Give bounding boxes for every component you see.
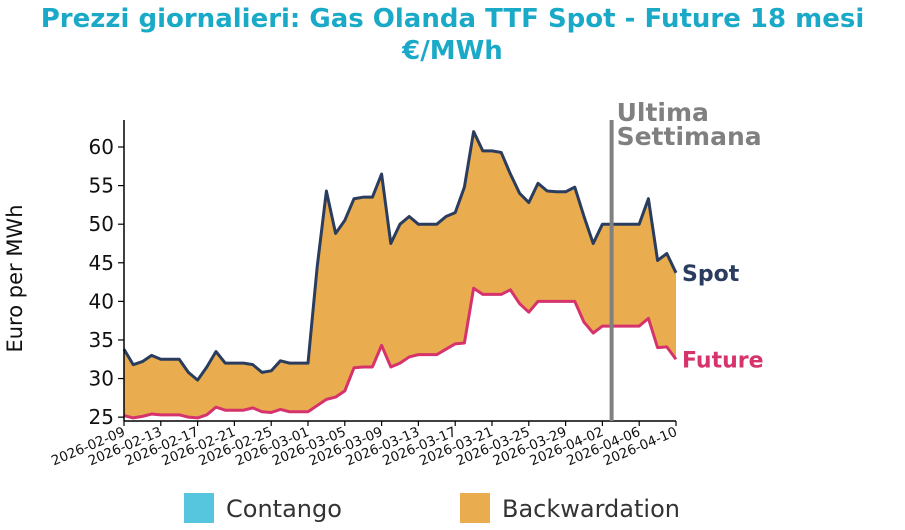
series-label-future: Future <box>682 348 764 373</box>
y-tick-label: 40 <box>89 289 114 313</box>
series-label-spot: Spot <box>682 262 740 287</box>
series-line-spot <box>122 130 678 382</box>
series-line-future <box>123 286 678 420</box>
annotation-label-line2: Settimana <box>617 122 762 151</box>
area-layer <box>124 131 676 418</box>
y-tick-label: 60 <box>89 135 114 159</box>
y-tick-label: 55 <box>89 174 114 198</box>
chart-title-line2: €/MWh <box>402 36 503 66</box>
y-tick-label: 50 <box>89 212 114 236</box>
legend-label-contango: Contango <box>226 495 342 523</box>
legend-swatch-contango <box>184 493 214 523</box>
legend: Contango Backwardation <box>184 493 680 523</box>
y-tick-label: 35 <box>89 328 114 352</box>
y-tick-label: 25 <box>89 405 114 429</box>
annotation-label-line1: Ultima <box>617 98 709 127</box>
y-tick-label: 30 <box>89 367 114 391</box>
chart-title-line1: Prezzi giornalieri: Gas Olanda TTF Spot … <box>40 4 865 34</box>
backwardation-area <box>124 131 676 418</box>
legend-swatch-backwardation <box>460 493 490 523</box>
legend-label-backwardation: Backwardation <box>502 495 680 523</box>
series-lines <box>122 130 678 420</box>
y-tick-label: 45 <box>89 251 114 275</box>
y-axis-label: Euro per MWh <box>3 204 27 352</box>
